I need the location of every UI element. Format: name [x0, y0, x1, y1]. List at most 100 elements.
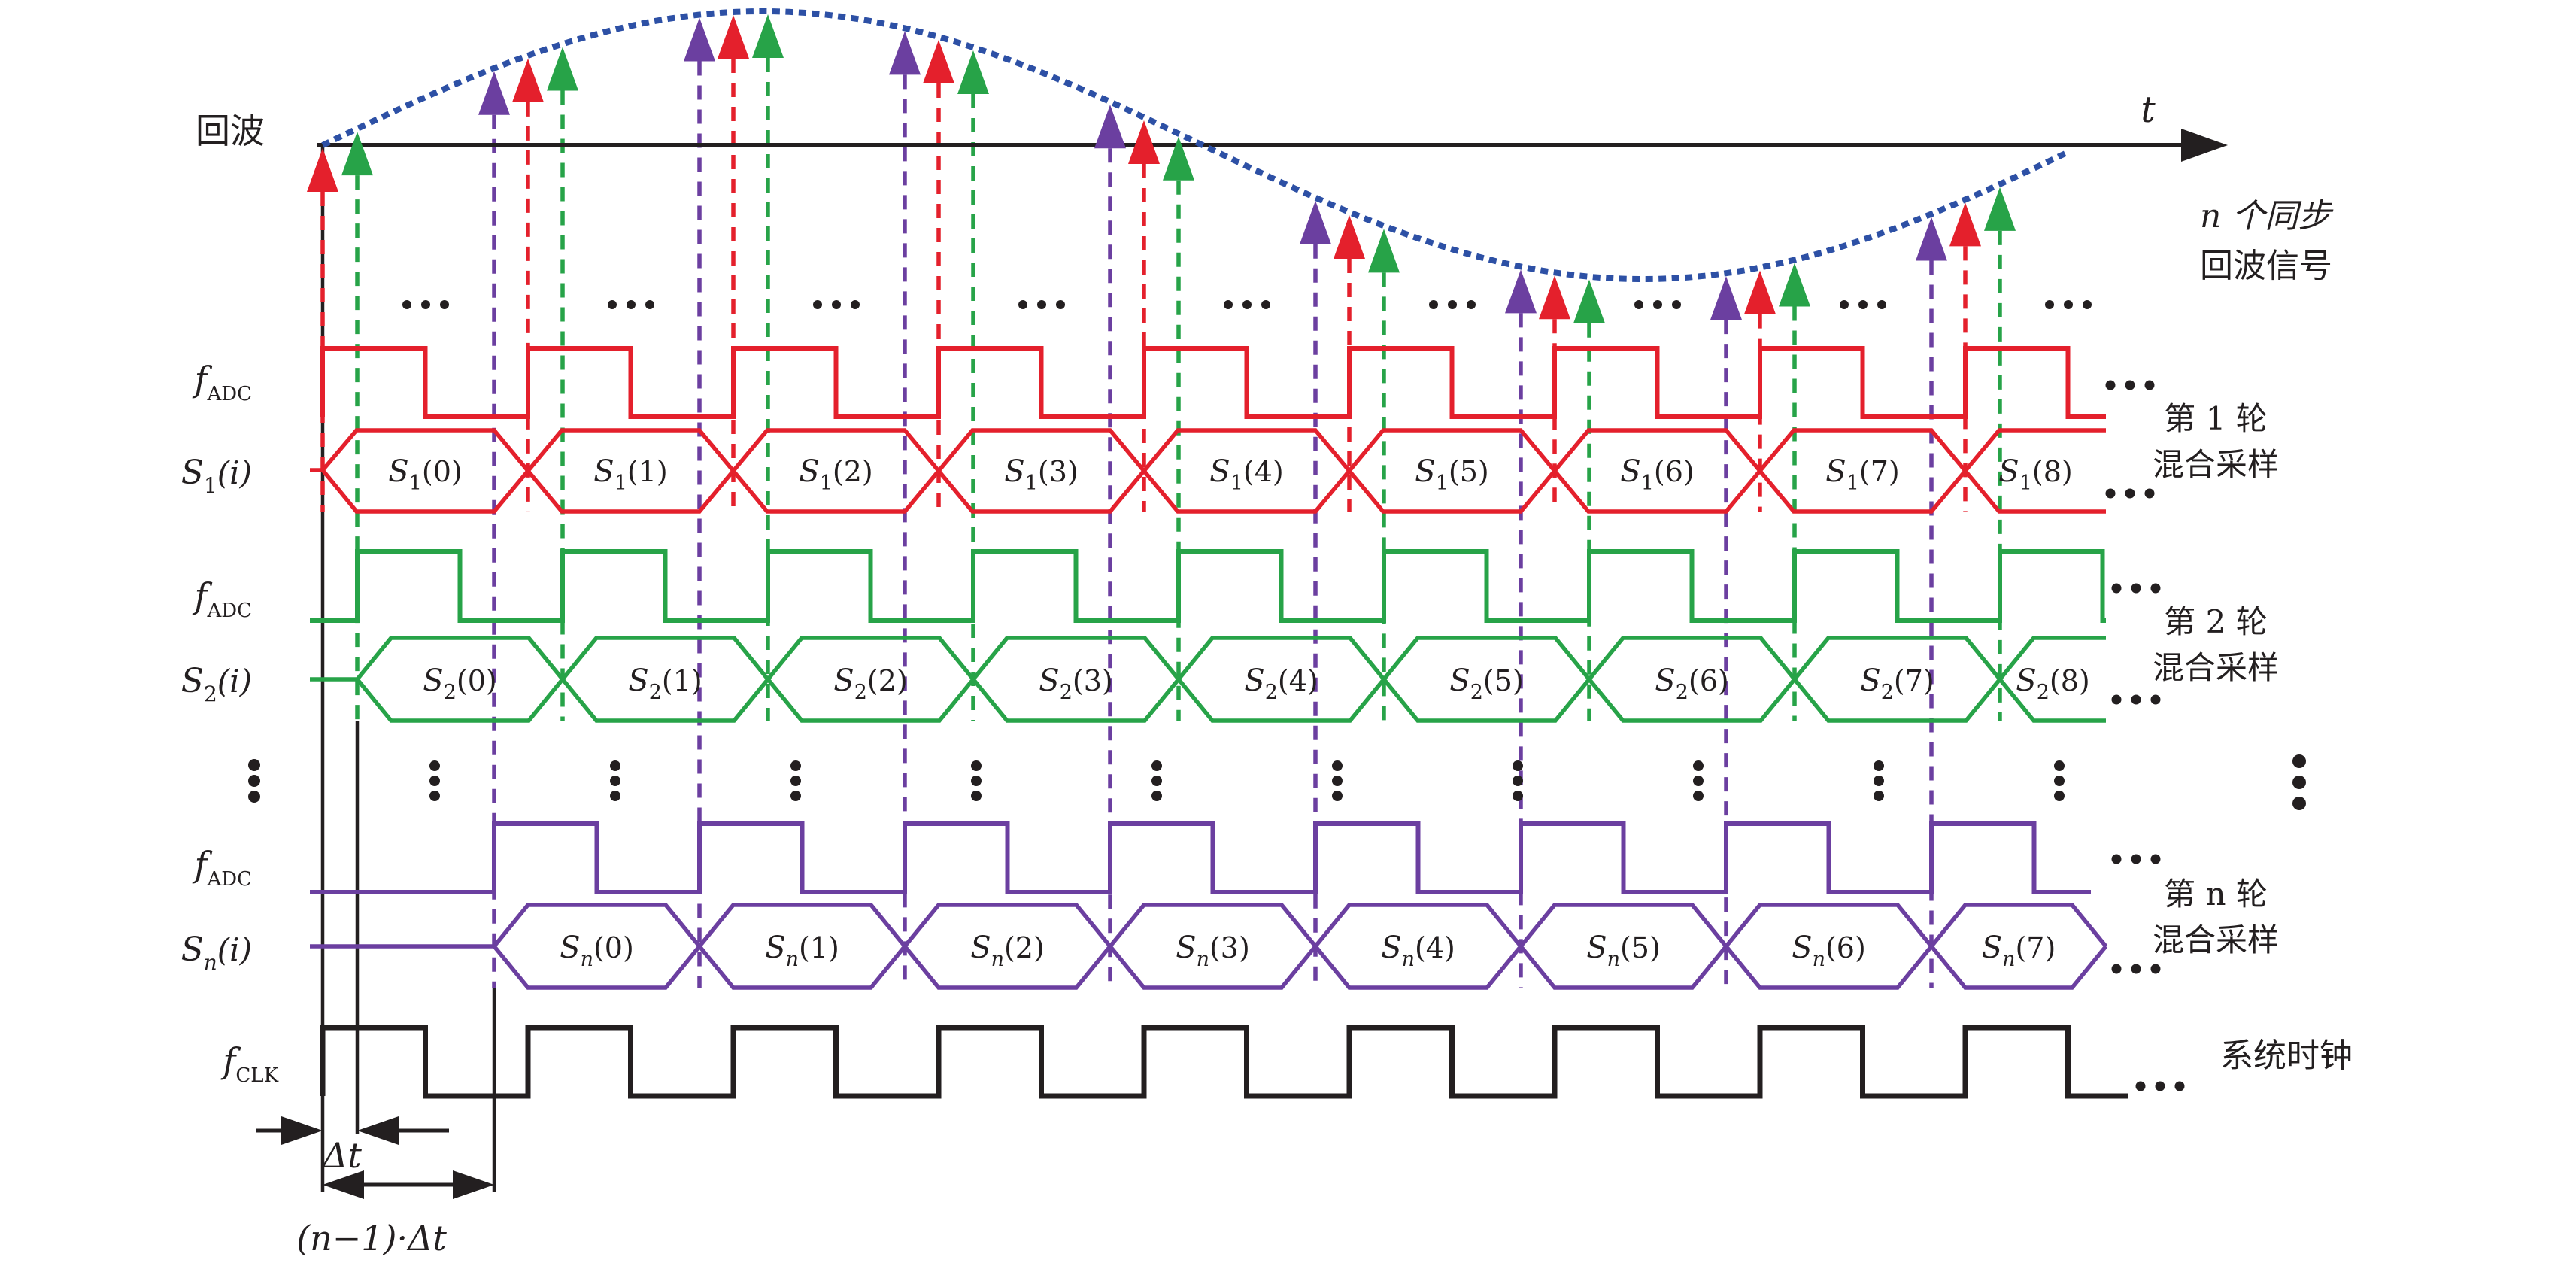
- round-2-group: S2(0) S2(1) S2(2) S2(3) S2(4) S2(5) S2(6) S2(7)…: [181, 549, 2279, 723]
- round-name-line2: 混合采样: [2153, 921, 2279, 958]
- sample-triangle-round-n: [1094, 105, 1126, 149]
- ellipsis-between-samples: [2083, 300, 2092, 309]
- lane-cell-label: Sn(1): [765, 930, 839, 971]
- sample-triangle-round-1: [1744, 270, 1776, 314]
- vertical-ellipsis: [1513, 760, 1523, 771]
- ellipsis-after-lane: [2111, 694, 2122, 705]
- vertical-ellipsis: [971, 791, 982, 801]
- lane-cell-label: S1(7): [1825, 454, 1899, 495]
- sample-lane-outline: [310, 636, 2106, 723]
- sample-lane-outline: [320, 428, 2106, 514]
- ellipsis-between-samples: [1018, 300, 1027, 309]
- dt-arrowhead-right-icon: [281, 1116, 323, 1145]
- lane-cell-label: S2(7): [1860, 663, 1934, 704]
- delta-t-label: Δt: [321, 1135, 362, 1176]
- vertical-ellipsis: [1332, 760, 1343, 771]
- ellipsis-after-clock: [2105, 380, 2116, 390]
- adc-clock-label: fADC: [192, 844, 252, 891]
- ellipsis-between-samples: [851, 300, 860, 309]
- ellipsis-between-samples: [1467, 300, 1476, 309]
- sample-markers: [307, 14, 2016, 323]
- lane-cell-label: Sn(3): [1176, 930, 1250, 971]
- ellipsis-after-system-clock: [2135, 1081, 2146, 1091]
- vertical-ellipsis: [1513, 791, 1523, 801]
- sample-triangle-round-2: [752, 14, 784, 59]
- sample-triangle-round-2: [957, 50, 989, 94]
- ellipsis-after-clock: [2150, 583, 2161, 594]
- ellipsis-after-lane: [2131, 694, 2141, 705]
- vertical-ellipsis: [790, 760, 801, 771]
- vertical-ellipsis: [971, 776, 982, 786]
- ellipsis-between-samples: [1877, 300, 1886, 309]
- vertical-ellipsis: [1693, 791, 1704, 801]
- ellipsis-between-samples: [1448, 300, 1457, 309]
- lane-cell-label: S2(5): [1449, 663, 1523, 704]
- vertical-ellipsis: [610, 760, 620, 771]
- ellipsis-after-clock: [2125, 380, 2135, 390]
- sample-triangle-round-2: [341, 132, 373, 176]
- lane-cell-label: S2(6): [1655, 663, 1728, 704]
- vertical-ellipsis: [790, 791, 801, 801]
- continuation-dots: [248, 300, 2306, 810]
- ellipsis-between-samples: [1224, 300, 1233, 309]
- lane-cell-label: S1(1): [593, 454, 667, 495]
- system-clock-group: fCLK 系统时钟: [220, 1025, 2353, 1099]
- vertical-ellipsis: [1151, 760, 1162, 771]
- ellipsis-after-clock: [2111, 583, 2122, 594]
- vertical-ellipsis: [1693, 760, 1704, 771]
- round-name-line1: 第 2 轮: [2164, 603, 2267, 640]
- vertical-ellipsis: [610, 776, 620, 786]
- vertical-ellipsis: [1693, 776, 1704, 786]
- lane-cell-label: S2(0): [423, 663, 496, 704]
- adc-clock-waveform: [310, 821, 2091, 894]
- lane-cell-label: S1(3): [1004, 454, 1078, 495]
- ellipsis-between-samples: [1037, 300, 1046, 309]
- lane-cell-label: S2(1): [628, 663, 702, 704]
- ellipsis-between-samples: [1672, 300, 1681, 309]
- delay-annotations: Δt (n−1)·Δt: [256, 1116, 494, 1258]
- lane-cell-label: S1(0): [388, 454, 462, 495]
- vertical-ellipsis-right: [2292, 797, 2306, 810]
- vertical-ellipsis: [1151, 776, 1162, 786]
- sample-triangle-round-1: [1949, 202, 1981, 247]
- vertical-ellipsis-left: [248, 759, 260, 771]
- sample-triangle-round-1: [923, 39, 954, 83]
- sample-triangle-round-2: [1573, 279, 1605, 323]
- adc-clock-waveform: [320, 346, 2106, 419]
- time-axis-t-label: t: [2141, 89, 2156, 131]
- total-delay-label: (n−1)·Δt: [296, 1218, 447, 1258]
- sample-lane-outline: [310, 903, 2108, 990]
- lane-cell-label: S2(2): [833, 663, 907, 704]
- round-1-group: S1(0) S1(1) S1(2) S1(3) S1(4) S1(5) S1(6) S1(7)…: [181, 346, 2279, 514]
- time-axis: [317, 129, 2228, 162]
- dt-arrowhead-left-icon: [357, 1116, 399, 1145]
- ellipsis-after-lane: [2125, 488, 2135, 499]
- vertical-ellipsis-left: [248, 791, 260, 803]
- lane-cell-label: S2(8): [2016, 663, 2089, 704]
- lane-name-label: S2(i): [181, 662, 252, 706]
- lane-cell-label: Sn(5): [1586, 930, 1661, 971]
- sample-lane-outline: [492, 903, 2108, 990]
- system-clock-name: 系统时钟: [2220, 1037, 2353, 1075]
- system-clock-waveform: [320, 1025, 2128, 1099]
- ellipsis-between-samples: [440, 300, 449, 309]
- ellipsis-after-system-clock: [2155, 1081, 2165, 1091]
- vertical-ellipsis: [790, 776, 801, 786]
- ellipsis-between-samples: [1653, 300, 1662, 309]
- ellipsis-between-samples: [608, 300, 617, 309]
- ellipsis-after-lane: [2150, 964, 2161, 974]
- ellipsis-between-samples: [1056, 300, 1065, 309]
- sample-triangle-round-1: [1128, 120, 1160, 164]
- vertical-ellipsis: [1874, 776, 1884, 786]
- round-name-line2: 混合采样: [2153, 446, 2279, 483]
- vertical-ellipsis: [1332, 791, 1343, 801]
- sample-triangle-round-1: [1539, 275, 1570, 320]
- system-clock-label: fCLK: [220, 1040, 278, 1087]
- ellipsis-between-samples: [1429, 300, 1438, 309]
- vertical-ellipsis: [2054, 760, 2065, 771]
- lane-cell-label: S1(5): [1415, 454, 1488, 495]
- sync-note-line2: 回波信号: [2200, 247, 2332, 285]
- lane-cell-label: Sn(6): [1792, 930, 1866, 971]
- lane-cell-label: S1(2): [799, 454, 872, 495]
- sample-triangle-round-n: [1916, 217, 1947, 261]
